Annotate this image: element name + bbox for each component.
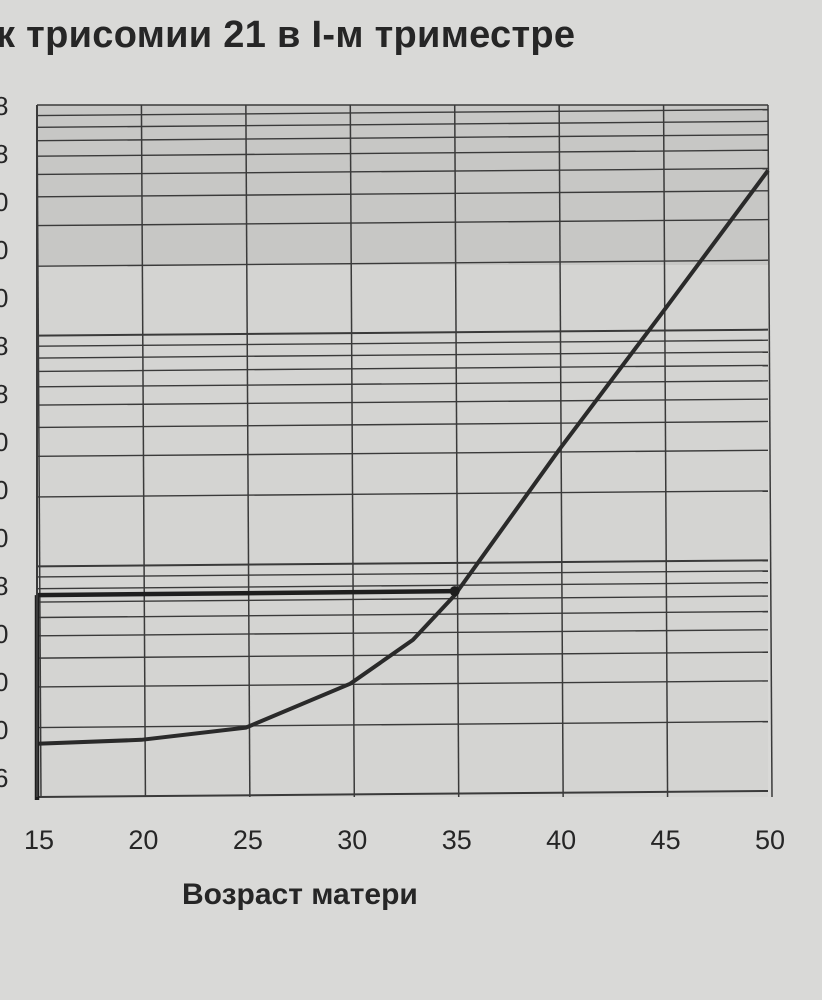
x-tick-label: 20 bbox=[128, 825, 158, 855]
x-gridline bbox=[245, 104, 251, 798]
x-tick-label: 25 bbox=[233, 825, 263, 855]
y-tick-label: 0 bbox=[0, 475, 8, 505]
x-tick-label: 45 bbox=[651, 825, 681, 855]
x-tick-label: 30 bbox=[337, 825, 367, 855]
y-gridline bbox=[36, 449, 769, 457]
x-tick-label: 40 bbox=[546, 825, 576, 855]
y-gridline bbox=[36, 595, 769, 603]
y-gridline bbox=[36, 380, 769, 388]
y-tick-label: 0 bbox=[0, 283, 8, 313]
y-gridline bbox=[36, 120, 769, 129]
y-gridline bbox=[36, 790, 769, 798]
y-gridline bbox=[36, 720, 769, 729]
x-tick-label: 15 bbox=[24, 825, 54, 855]
y-gridline bbox=[36, 339, 769, 347]
y-tick-label: 0 bbox=[0, 667, 8, 697]
y-tick-label: 8 bbox=[0, 91, 8, 121]
y-gridline bbox=[36, 328, 769, 337]
y-gridline bbox=[36, 134, 769, 142]
y-gridline bbox=[36, 680, 769, 688]
y-gridline bbox=[36, 398, 769, 406]
y-tick-label: 6 bbox=[0, 763, 8, 793]
y-tick-label: 8 bbox=[0, 379, 8, 409]
y-gridline bbox=[36, 420, 769, 429]
y-gridline bbox=[36, 570, 769, 578]
y-gridline bbox=[36, 259, 769, 267]
y-gridline bbox=[36, 629, 769, 637]
y-tick-label: 0 bbox=[0, 187, 8, 217]
y-tick-label: 0 bbox=[0, 715, 8, 745]
y-gridline bbox=[36, 581, 769, 590]
y-gridline bbox=[36, 364, 769, 373]
chart-title: к трисомии 21 в I-м триместре bbox=[0, 14, 576, 56]
y-tick-label: 0 bbox=[0, 427, 8, 457]
y-gridline bbox=[36, 167, 769, 176]
y-tick-label: 8 bbox=[0, 139, 8, 169]
y-gridline bbox=[36, 559, 769, 568]
x-tick-label: 50 bbox=[755, 825, 785, 855]
y-gridline bbox=[36, 108, 769, 117]
reference-horizontal-line bbox=[36, 588, 455, 598]
y-gridline bbox=[36, 351, 769, 359]
plot-top-band bbox=[37, 105, 768, 265]
y-tick-label: 0 bbox=[0, 235, 8, 265]
y-gridline bbox=[36, 190, 769, 198]
y-tick-label: 0 bbox=[0, 523, 8, 553]
x-gridline bbox=[558, 104, 564, 798]
y-tick-label: 8 bbox=[0, 571, 8, 601]
x-gridline bbox=[453, 104, 460, 798]
y-gridline bbox=[36, 149, 769, 157]
y-tick-label: 0 bbox=[0, 619, 8, 649]
y-gridline bbox=[36, 651, 769, 659]
x-gridline bbox=[140, 104, 147, 798]
x-gridline bbox=[767, 104, 773, 798]
reference-point bbox=[449, 586, 460, 597]
x-tick-label: 35 bbox=[442, 825, 472, 855]
x-gridline bbox=[662, 104, 669, 798]
y-gridline bbox=[36, 490, 769, 498]
x-axis-label: Возраст матери bbox=[182, 878, 418, 911]
y-gridline bbox=[36, 218, 769, 227]
y-tick-label: 8 bbox=[0, 331, 8, 361]
y-gridline bbox=[36, 610, 769, 619]
